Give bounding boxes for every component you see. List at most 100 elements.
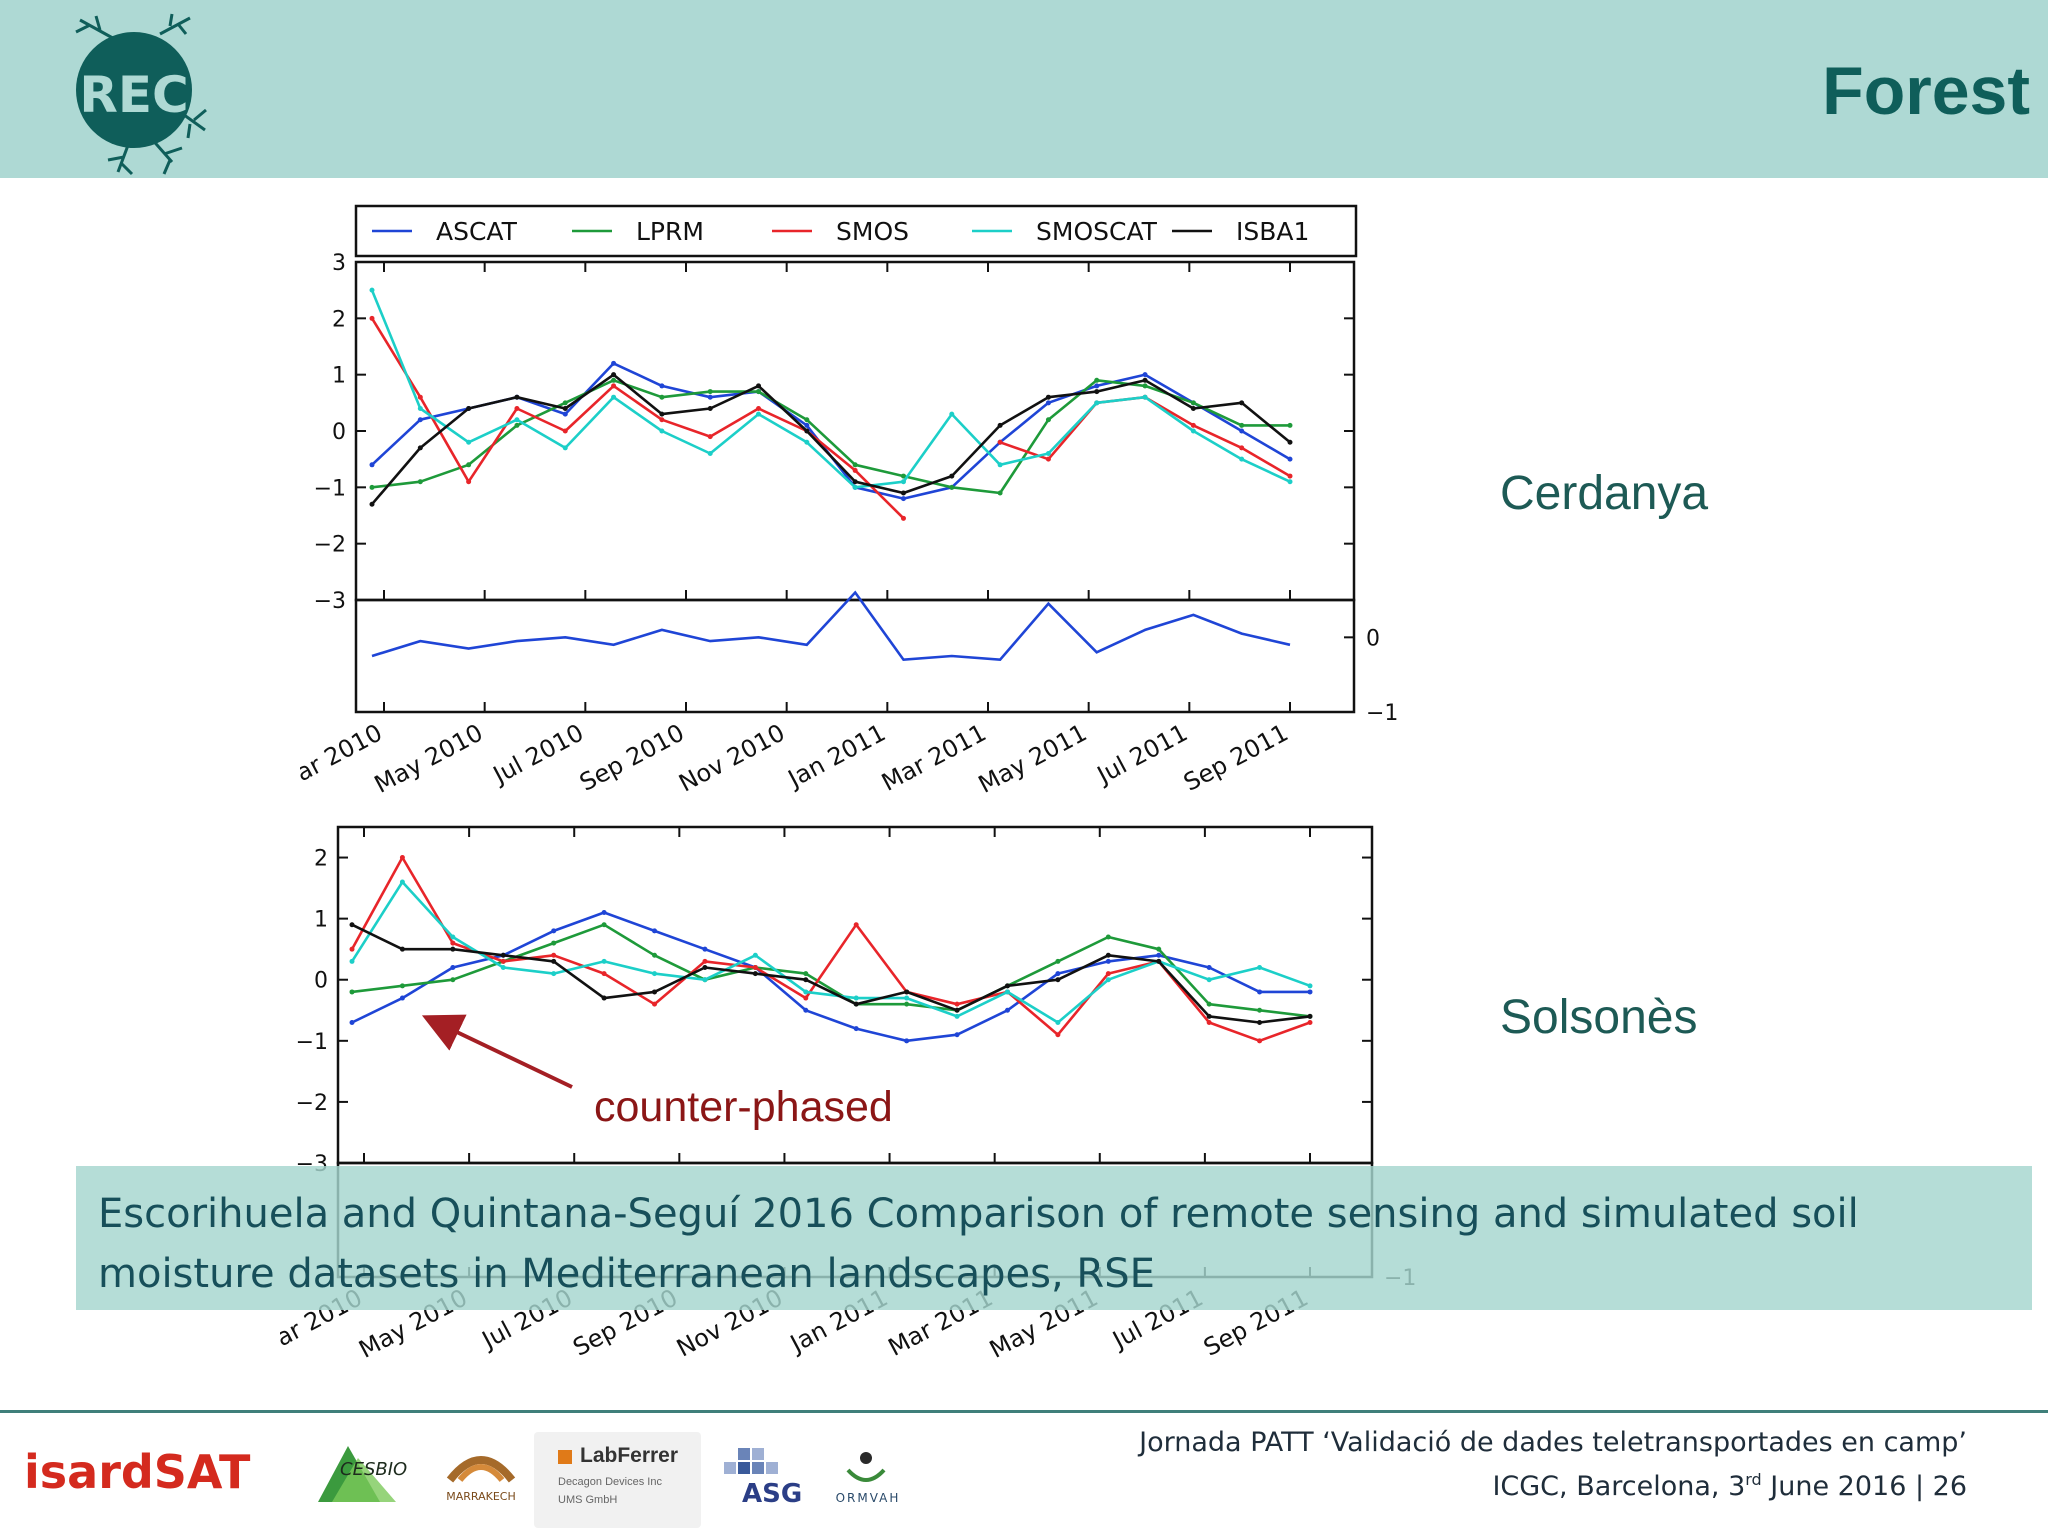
data-point-smos <box>853 922 859 928</box>
data-point-ascat <box>707 394 713 400</box>
legend-label-smoscat: SMOSCAT <box>1036 217 1158 246</box>
data-point-ascat <box>417 417 423 423</box>
data-point-lprm <box>949 484 955 490</box>
data-point-isba1 <box>659 411 665 417</box>
data-point-lprm <box>1239 422 1245 428</box>
data-point-smoscat <box>752 952 758 958</box>
counter-phased-annotation: counter-phased <box>594 1083 893 1131</box>
data-point-smos <box>500 958 506 964</box>
x-tick-label: May 2011 <box>974 719 1092 799</box>
y-tick-label: −1 <box>296 1030 328 1055</box>
data-point-lprm <box>601 922 607 928</box>
series-line-isba1 <box>371 373 1291 506</box>
data-point-smoscat <box>1105 977 1111 983</box>
data-point-ascat <box>804 422 810 428</box>
cesbio-text: CESBIO <box>340 1459 407 1480</box>
isardsat-logo: isardSAT <box>24 1445 251 1499</box>
data-point-isba1 <box>803 977 809 983</box>
data-point-smos <box>551 952 557 958</box>
data-point-smos <box>1190 422 1196 428</box>
data-point-smoscat <box>1045 451 1051 457</box>
series-line-smoscat <box>370 289 1291 489</box>
data-point-ascat <box>551 928 557 934</box>
annotation-arrow <box>421 1014 573 1089</box>
y-tick-label: −2 <box>296 1091 328 1116</box>
marrakech-text: MARRAKECH <box>446 1490 516 1503</box>
x-tick-label: Mar 2010 <box>300 719 387 797</box>
x-tick-label: Jul 2010 <box>487 719 588 791</box>
data-point-smos <box>707 434 713 440</box>
x-tick-label: Mar 2011 <box>877 719 991 797</box>
data-point-smoscat <box>399 879 405 885</box>
series-line-smos <box>370 317 1291 520</box>
data-point-smoscat <box>707 451 713 457</box>
data-point-ascat <box>1287 456 1293 462</box>
data-point-isba1 <box>1045 394 1051 400</box>
data-point-smos <box>1206 1019 1212 1025</box>
header-band: REC Forest <box>0 0 2048 178</box>
data-point-smoscat <box>1142 394 1148 400</box>
data-point-smos <box>997 439 1003 445</box>
slide-title: Forest <box>1822 53 2030 129</box>
data-point-ascat <box>954 1032 960 1038</box>
data-point-isba1 <box>349 922 355 928</box>
data-point-smos <box>1287 473 1293 479</box>
data-point-smos <box>562 428 568 434</box>
footer-line-1: Jornada PATT ‘Validació de dades teletra… <box>1139 1427 1967 1458</box>
cerdanya-chart: ASCAT LPRM SMOS SMOSCAT ISBA1 3 2 1 0 −1 −2 −3 0 −1 Ma… <box>300 204 1398 799</box>
data-point-smos <box>349 946 355 952</box>
data-point-smos <box>1257 1038 1263 1044</box>
y-tick-label: 0 <box>314 969 328 994</box>
data-point-isba1 <box>450 946 456 952</box>
data-point-lprm <box>1257 1007 1263 1013</box>
data-point-isba1 <box>756 383 762 389</box>
data-point-isba1 <box>904 989 910 995</box>
data-point-isba1 <box>949 473 955 479</box>
footer-location: ICGC, Barcelona, 3 <box>1492 1471 1746 1502</box>
data-point-smos <box>702 958 708 964</box>
data-point-smoscat <box>1055 1019 1061 1025</box>
data-point-smoscat <box>500 965 506 971</box>
x-tick-label: Sep 2011 <box>1179 719 1293 797</box>
data-point-lprm <box>450 977 456 983</box>
data-point-smos <box>399 855 405 861</box>
data-point-smos <box>1105 971 1111 977</box>
citation-line-1: Escorihuela and Quintana-Seguí 2016 Comp… <box>98 1191 1859 1237</box>
data-point-ascat <box>1307 989 1313 995</box>
data-point-smoscat <box>1190 428 1196 434</box>
data-point-isba1 <box>900 490 906 496</box>
data-point-smoscat <box>954 1013 960 1019</box>
data-point-lprm <box>349 989 355 995</box>
data-point-lprm <box>466 462 472 468</box>
data-point-smos <box>611 383 617 389</box>
data-point-smos <box>601 971 607 977</box>
footer-line-2: ICGC, Barcelona, 3rd June 2016 | 26 <box>1139 1461 1967 1505</box>
data-point-isba1 <box>1094 389 1100 395</box>
data-point-smoscat <box>659 428 665 434</box>
data-point-lprm <box>900 473 906 479</box>
data-point-lprm <box>1287 422 1293 428</box>
data-point-ascat <box>601 910 607 916</box>
data-point-isba1 <box>551 958 557 964</box>
data-point-ascat <box>1094 383 1100 389</box>
data-point-ascat <box>904 1038 910 1044</box>
series-line-smoscat <box>350 880 1311 1024</box>
data-point-smos <box>954 1001 960 1007</box>
data-point-lprm <box>1105 934 1111 940</box>
data-point-smoscat <box>1239 456 1245 462</box>
data-point-ascat <box>900 496 906 502</box>
data-point-smos <box>852 467 858 473</box>
legend-label-isba1: ISBA1 <box>1236 217 1309 246</box>
data-point-lprm <box>417 479 423 485</box>
data-point-smoscat <box>562 445 568 451</box>
data-point-smoscat <box>1094 400 1100 406</box>
data-point-smoscat <box>601 958 607 964</box>
data-point-smoscat <box>756 411 762 417</box>
labferrer-sub-2: UMS GmbH <box>558 1494 618 1506</box>
data-point-isba1 <box>1206 1013 1212 1019</box>
data-point-smoscat <box>611 394 617 400</box>
data-point-isba1 <box>1190 405 1196 411</box>
data-point-smos <box>369 315 375 321</box>
data-point-ascat <box>659 383 665 389</box>
y-tick-label: −1 <box>314 476 346 501</box>
